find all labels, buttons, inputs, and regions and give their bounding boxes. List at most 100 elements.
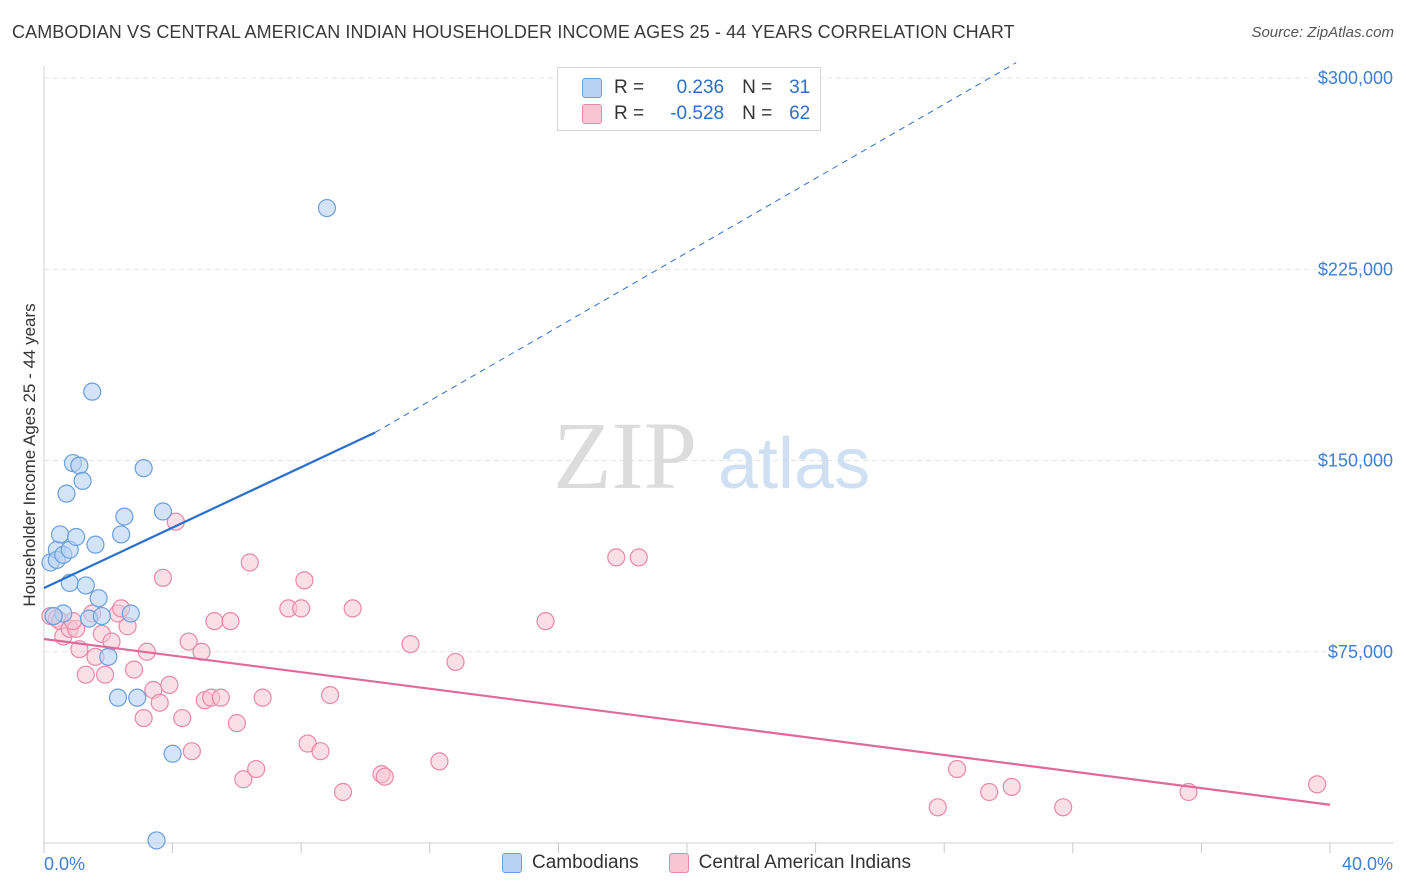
trend-line-cambodians xyxy=(43,431,376,589)
point-central-american-indians xyxy=(1002,777,1021,797)
point-central-american-indians xyxy=(928,798,947,817)
point-central-american-indians xyxy=(607,548,626,567)
point-central-american-indians xyxy=(980,782,999,802)
trend-line-cambodians-extension xyxy=(374,62,1017,433)
point-cambodians xyxy=(317,198,337,218)
point-central-american-indians xyxy=(150,693,169,712)
watermark-zip: ZIP xyxy=(553,402,697,509)
y-tick-label: $225,000 xyxy=(1318,259,1393,279)
point-central-american-indians xyxy=(221,612,240,631)
point-central-american-indians xyxy=(160,675,179,695)
stats-legend: R = 0.236 N = 31 R = -0.528 N = 62 xyxy=(557,67,821,131)
point-cambodians xyxy=(112,525,131,544)
point-central-american-indians xyxy=(311,742,330,761)
bottom-legend-swatch-blue xyxy=(502,853,522,873)
y-tick-label: $75,000 xyxy=(1328,642,1393,662)
point-central-american-indians xyxy=(211,688,230,707)
point-central-american-indians xyxy=(153,568,173,587)
point-central-american-indians xyxy=(95,665,115,684)
series-cambodians xyxy=(41,198,337,850)
point-central-american-indians xyxy=(227,714,246,733)
legend-r-value: 0.236 xyxy=(676,77,725,98)
y-tick-label: $150,000 xyxy=(1318,451,1393,471)
point-cambodians xyxy=(163,744,182,763)
legend-r-value: -0.528 xyxy=(670,103,725,124)
point-cambodians xyxy=(92,606,111,626)
point-cambodians xyxy=(99,647,118,666)
point-central-american-indians xyxy=(333,782,353,802)
point-central-american-indians xyxy=(430,752,449,771)
point-central-american-indians xyxy=(629,548,648,567)
point-central-american-indians xyxy=(1308,775,1327,794)
bottom-legend-label: Central American Indians xyxy=(698,852,911,873)
trend-line-central-american-indians xyxy=(43,637,1331,806)
point-central-american-indians xyxy=(292,599,311,618)
point-cambodians xyxy=(50,525,70,544)
point-central-american-indians xyxy=(234,770,253,789)
legend-n-label: N = xyxy=(742,77,773,98)
bottom-legend-central-american-indians: Central American Indians xyxy=(668,852,911,874)
point-cambodians xyxy=(76,576,95,595)
bottom-legend-cambodians: Cambodians xyxy=(502,852,639,874)
bottom-legend-swatch-pink xyxy=(668,853,689,873)
y-axis-label: Householder Income Ages 25 - 44 years xyxy=(20,303,39,606)
point-cambodians xyxy=(73,471,92,490)
trend-lines xyxy=(43,62,1331,806)
watermark: ZIP atlas xyxy=(553,402,870,509)
point-central-american-indians xyxy=(1054,798,1073,817)
legend-r-label: R = xyxy=(614,77,645,98)
point-cambodians xyxy=(108,688,128,707)
legend-row-cambodians: R = 0.236 N = 31 xyxy=(582,76,810,100)
y-tick-label: $300,000 xyxy=(1318,68,1393,88)
point-central-american-indians xyxy=(446,652,465,672)
point-central-american-indians xyxy=(947,759,967,779)
point-cambodians xyxy=(134,459,153,478)
point-cambodians xyxy=(67,527,86,547)
legend-r-label: R = xyxy=(614,103,645,124)
point-cambodians xyxy=(44,606,63,626)
chart-title: CAMBODIAN VS CENTRAL AMERICAN INDIAN HOU… xyxy=(12,22,1015,42)
point-central-american-indians xyxy=(205,612,224,631)
bottom-legend-label: Cambodians xyxy=(532,852,639,873)
point-cambodians xyxy=(147,831,166,850)
point-cambodians xyxy=(83,382,102,401)
point-cambodians xyxy=(57,484,76,503)
point-central-american-indians xyxy=(295,571,314,590)
legend-row-central-american-indians: R = -0.528 N = 62 xyxy=(582,102,810,126)
point-cambodians xyxy=(86,535,105,554)
point-central-american-indians xyxy=(536,612,555,631)
point-central-american-indians xyxy=(124,660,144,679)
legend-swatch-blue xyxy=(582,78,602,98)
point-cambodians xyxy=(121,604,140,623)
x-tick-label: 40.0% xyxy=(1342,854,1393,874)
point-central-american-indians xyxy=(179,632,198,651)
point-central-american-indians xyxy=(253,688,272,707)
point-cambodians xyxy=(89,589,108,608)
y-tick-labels: $75,000 $150,000 $225,000 $300,000 xyxy=(1318,68,1393,662)
point-central-american-indians xyxy=(240,553,259,572)
point-central-american-indians xyxy=(401,634,420,654)
point-cambodians xyxy=(115,507,134,526)
point-central-american-indians xyxy=(343,599,362,618)
point-central-american-indians xyxy=(76,665,95,684)
point-cambodians xyxy=(128,688,147,707)
legend-swatch-pink xyxy=(582,104,602,124)
watermark-atlas: atlas xyxy=(718,424,870,504)
legend-n-label: N = xyxy=(742,103,773,124)
point-central-american-indians xyxy=(182,742,201,761)
point-central-american-indians xyxy=(247,759,266,779)
point-cambodians xyxy=(70,456,89,475)
point-central-american-indians xyxy=(321,685,340,705)
legend-n-value: 31 xyxy=(789,77,811,98)
point-central-american-indians xyxy=(134,708,153,728)
bottom-legend: Cambodians Central American Indians xyxy=(502,852,941,874)
source-label: Source: ZipAtlas.com xyxy=(1251,24,1394,41)
point-central-american-indians xyxy=(375,767,394,786)
point-cambodians xyxy=(153,502,173,521)
legend-n-value: 62 xyxy=(789,103,811,124)
x-tick-labels: 0.0% 40.0% xyxy=(44,854,1393,874)
x-tick-label: 0.0% xyxy=(44,854,85,874)
point-central-american-indians xyxy=(173,708,192,728)
axes xyxy=(43,66,1393,853)
